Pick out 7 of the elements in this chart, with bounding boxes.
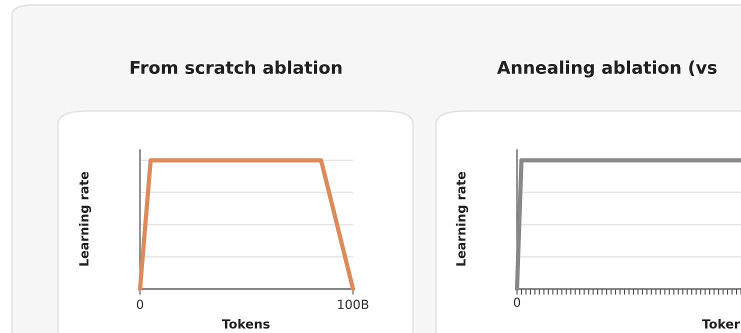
x-axis-title: Toker <box>702 318 740 329</box>
x-tick-label: 100B <box>338 300 368 310</box>
chart-title: Annealing ablation (vs <box>497 60 717 78</box>
y-axis-title: Learning rate <box>78 172 92 266</box>
chart-title: From scratch ablation <box>130 60 342 74</box>
x-axis-title: Tokens <box>222 318 270 329</box>
y-axis-title: Learning rate <box>456 172 468 266</box>
